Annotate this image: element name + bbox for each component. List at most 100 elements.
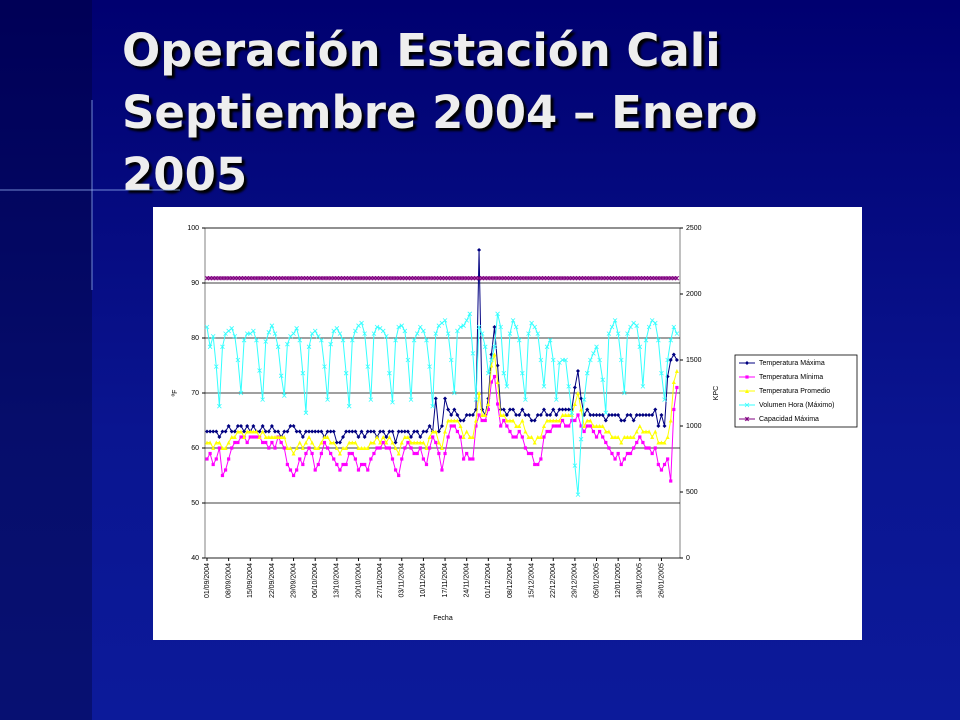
- data-point: [647, 429, 652, 434]
- slide-title: Operación Estación Cali Septiembre 2004 …: [122, 24, 758, 201]
- data-point: [239, 429, 244, 434]
- data-point: [272, 331, 278, 336]
- data-point: [548, 418, 553, 423]
- data-point: [650, 451, 654, 456]
- data-point: [294, 429, 299, 434]
- data-point: [448, 357, 454, 363]
- data-point: [656, 424, 661, 428]
- data-point: [251, 429, 256, 434]
- data-point: [337, 451, 342, 456]
- data-point: [536, 462, 540, 467]
- data-point: [625, 435, 630, 439]
- data-point: [480, 413, 485, 417]
- data-point: [362, 331, 367, 336]
- data-point: [486, 370, 491, 376]
- data-point: [659, 370, 664, 376]
- data-point: [430, 429, 435, 434]
- data-point: [270, 440, 274, 445]
- data-point: [393, 440, 398, 445]
- data-point: [371, 429, 376, 434]
- data-point: [353, 440, 358, 445]
- data-point: [560, 407, 565, 412]
- data-point: [563, 407, 568, 412]
- data-point: [615, 331, 621, 336]
- data-point: [300, 446, 305, 450]
- data-point: [585, 418, 590, 423]
- data-point: [229, 429, 234, 434]
- data-point: [300, 435, 305, 439]
- data-point: [606, 331, 612, 336]
- data-point: [468, 457, 472, 461]
- data-point: [227, 457, 231, 461]
- data-point: [328, 440, 333, 445]
- data-point: [403, 446, 407, 450]
- data-point: [303, 410, 309, 416]
- data-point: [233, 440, 237, 445]
- data-point: [514, 424, 519, 428]
- data-point: [548, 413, 553, 417]
- data-point: [368, 397, 374, 402]
- y-tick-label: 50: [191, 500, 199, 507]
- data-point: [446, 418, 451, 423]
- data-point: [378, 446, 382, 450]
- x-tick-label: 20/10/2004: [355, 563, 362, 598]
- data-point: [551, 424, 555, 428]
- data-point: [502, 418, 506, 423]
- data-point: [350, 429, 355, 434]
- data-point: [378, 440, 383, 445]
- data-point: [446, 435, 450, 439]
- side-band: [0, 0, 92, 720]
- data-point: [474, 424, 478, 428]
- data-point: [557, 418, 562, 423]
- data-point: [622, 418, 627, 423]
- data-point: [278, 373, 284, 379]
- x-tick-label: 01/12/2004: [485, 563, 492, 598]
- data-point: [554, 413, 559, 417]
- data-point: [464, 429, 469, 434]
- data-point: [470, 351, 476, 356]
- data-point: [477, 391, 482, 395]
- y2-axis-label: KPC: [713, 386, 720, 400]
- data-point: [245, 429, 250, 434]
- data-point: [464, 318, 469, 323]
- data-point: [359, 429, 364, 434]
- data-point: [449, 418, 454, 423]
- data-point: [635, 440, 639, 445]
- data-point: [495, 380, 500, 384]
- data-point: [310, 451, 314, 456]
- data-point: [381, 440, 385, 445]
- data-point: [223, 446, 228, 450]
- data-point: [408, 397, 414, 402]
- data-point: [338, 468, 342, 472]
- data-point: [501, 370, 507, 376]
- data-point: [600, 413, 605, 417]
- data-point: [510, 318, 516, 323]
- data-point: [675, 385, 679, 390]
- data-point: [421, 457, 426, 461]
- data-point: [332, 457, 336, 461]
- x-tick-label: 15/09/2004: [247, 563, 254, 598]
- data-point: [232, 435, 237, 439]
- data-point: [288, 468, 293, 472]
- data-point: [245, 424, 250, 428]
- data-point: [242, 429, 247, 434]
- data-point: [588, 424, 592, 428]
- data-point: [263, 435, 268, 439]
- legend-marker: [745, 361, 749, 365]
- data-point: [499, 424, 503, 428]
- y2-tick-label: 1000: [686, 423, 702, 430]
- data-point: [251, 424, 256, 428]
- data-point: [350, 337, 355, 343]
- data-point: [529, 320, 534, 326]
- data-point: [424, 337, 429, 343]
- data-point: [498, 413, 503, 417]
- data-point: [656, 462, 660, 467]
- data-point: [232, 333, 238, 339]
- data-point: [427, 446, 432, 450]
- data-point: [480, 418, 484, 423]
- data-point: [387, 370, 392, 376]
- data-point: [486, 407, 490, 412]
- data-point: [585, 407, 590, 412]
- data-point: [575, 492, 581, 497]
- data-point: [254, 337, 259, 343]
